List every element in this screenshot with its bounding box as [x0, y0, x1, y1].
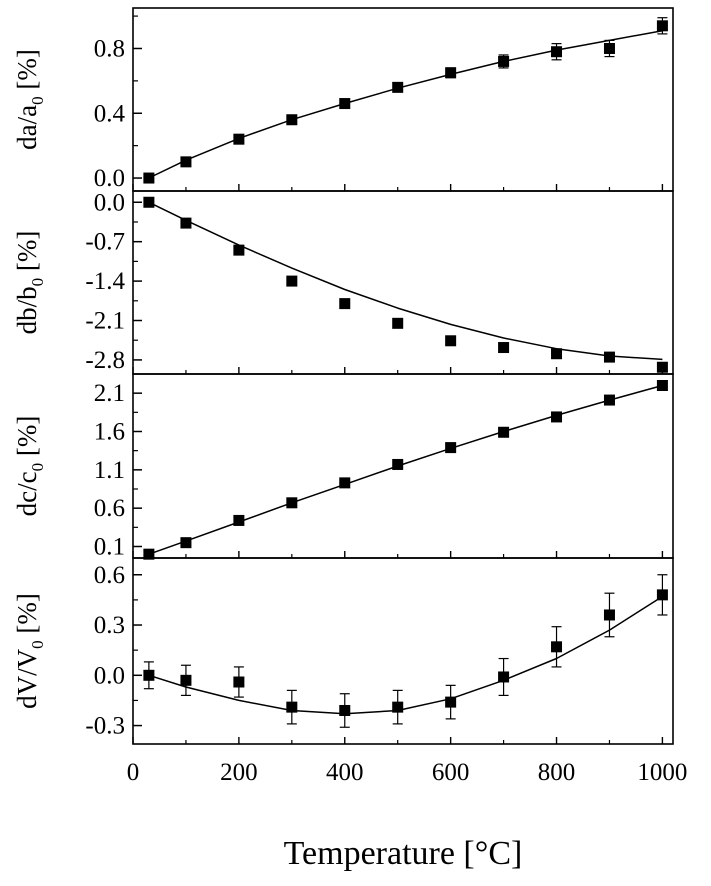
panel-a-ytick-label: 0.0 — [94, 165, 125, 192]
panel-a-data-point — [603, 42, 615, 54]
panel-c-ylabel: dc/c0 [%] — [12, 416, 47, 517]
xtick-label: 600 — [432, 759, 470, 786]
panel-a-data-point — [392, 81, 404, 93]
panel-c-data-point — [551, 411, 563, 423]
panel-a-data-point — [656, 20, 668, 32]
xtick-label: 0 — [127, 759, 140, 786]
panel-b-data-point — [498, 342, 510, 354]
panel-V-data-point — [143, 669, 155, 681]
panel-V-data-point — [286, 701, 298, 713]
panel-a-ytick-label: 0.4 — [94, 100, 126, 127]
panel-b-data-point — [180, 217, 192, 229]
panel-V-data-point — [551, 641, 563, 653]
panel-V-ytick-label: -0.3 — [85, 713, 125, 740]
panel-b-ytick-label: 0.0 — [94, 189, 125, 216]
panel-b-ylabel: db/b0 [%] — [12, 231, 47, 335]
xtick-label: 200 — [220, 759, 258, 786]
panel-c-data-point — [339, 477, 351, 489]
panel-a-data-point — [233, 133, 245, 145]
panel-a-ylabel: da/a0 [%] — [12, 49, 47, 150]
panel-a-data-point — [143, 172, 155, 184]
panel-c-fit-curve — [148, 384, 663, 555]
panel-V-frame — [132, 557, 674, 745]
panel-b-data-point — [445, 335, 457, 347]
panel-c-ytick-label: 0.1 — [94, 534, 125, 561]
panel-b-ytick-label: -0.7 — [85, 229, 125, 256]
panel-c-data-point — [286, 497, 298, 509]
panel-a-fit-curve — [148, 29, 663, 179]
panel-b-frame — [132, 190, 674, 375]
panel-a-data-point — [551, 46, 563, 58]
panel-b-fit-curve — [148, 201, 663, 361]
panel-a-ytick-label: 0.8 — [94, 35, 125, 62]
panel-c-data-point — [498, 426, 510, 438]
panel-V-data-point — [339, 704, 351, 716]
xtick-label: 400 — [326, 759, 364, 786]
panel-b-data-point — [286, 275, 298, 287]
panel-V-data-point — [180, 674, 192, 686]
x-axis-title: Temperature [°C] — [284, 835, 523, 872]
panel-V-data-point — [392, 701, 404, 713]
panel-a-data-point — [180, 156, 192, 168]
panel-c-data-point — [603, 394, 615, 406]
panel-b-data-point — [339, 298, 351, 310]
panel-V-data-point — [603, 609, 615, 621]
panel-b-data-point — [143, 196, 155, 208]
panel-c-data-point — [656, 380, 668, 391]
panel-b-data-point — [392, 317, 404, 329]
xtick-label: 1000 — [637, 759, 687, 786]
panel-b-data-point — [656, 361, 668, 373]
panel-c-data-point — [445, 442, 457, 454]
panel-V-data-point — [656, 589, 668, 601]
xtick-label: 800 — [538, 759, 576, 786]
panel-b-ytick-label: -2.1 — [85, 308, 125, 335]
panel-V-data-point — [233, 676, 245, 688]
panel-b-data-point — [233, 244, 245, 256]
panel-a-data-point — [286, 114, 298, 126]
panel-c-ytick-label: 0.6 — [94, 495, 125, 522]
panel-c-ytick-label: 1.1 — [94, 457, 125, 484]
panel-b-data-point — [551, 348, 563, 360]
panel-V-fit-curve — [148, 595, 663, 715]
panel-a-data-point — [445, 67, 457, 79]
panel-V-ytick-label: 0.6 — [94, 562, 125, 589]
panel-c-data-point — [143, 548, 155, 560]
panel-b-ytick-label: -1.4 — [85, 268, 125, 295]
panel-b-ytick-label: -2.8 — [85, 347, 125, 374]
panel-c-ytick-label: 2.1 — [94, 380, 125, 407]
panel-V-ylabel: dV/V0 [%] — [12, 593, 47, 709]
panel-c-data-point — [392, 458, 404, 470]
panel-V-ytick-label: 0.3 — [94, 612, 125, 639]
panel-a-data-point — [339, 98, 351, 110]
panel-c-data-point — [180, 537, 192, 549]
panel-a-frame — [132, 7, 674, 192]
panel-c-data-point — [233, 514, 245, 526]
panel-V-ytick-label: 0.0 — [94, 662, 125, 689]
panel-a-data-point — [498, 55, 510, 67]
panel-c-ytick-label: 1.6 — [94, 419, 125, 446]
panel-V-data-point — [498, 671, 510, 683]
panel-b-data-point — [603, 351, 615, 363]
panel-V-data-point — [445, 696, 457, 708]
